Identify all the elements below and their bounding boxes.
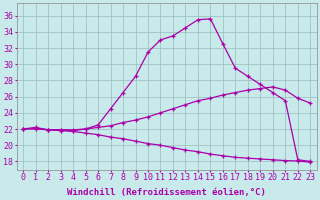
X-axis label: Windchill (Refroidissement éolien,°C): Windchill (Refroidissement éolien,°C): [67, 188, 266, 197]
